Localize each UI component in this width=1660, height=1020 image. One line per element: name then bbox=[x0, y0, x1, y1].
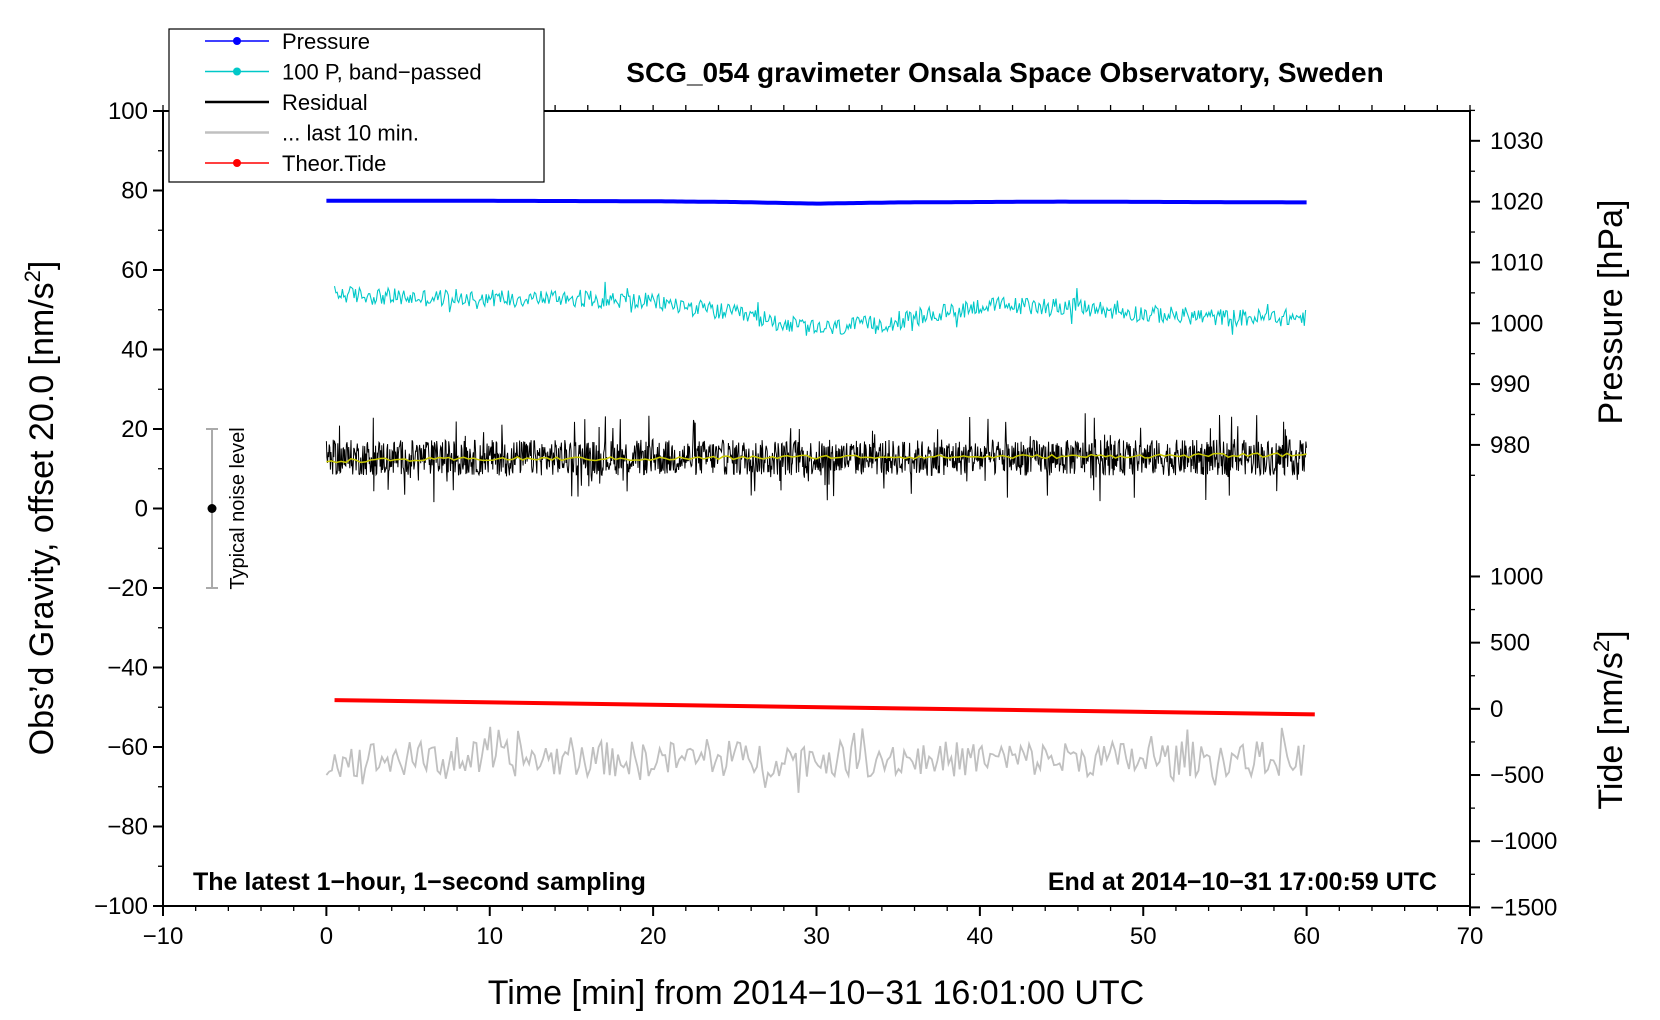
tide-tick-label: 500 bbox=[1490, 630, 1530, 657]
tide-axis-title-main: Tide [nm/s bbox=[1592, 652, 1630, 809]
x-tick-label: 40 bbox=[967, 923, 994, 950]
y-tick-label: 100 bbox=[108, 98, 148, 125]
noise-bar-label: Typical noise level bbox=[227, 427, 249, 589]
x-tick-label: 0 bbox=[320, 923, 333, 950]
x-tick-label: 30 bbox=[803, 923, 830, 950]
y-tick-label: 60 bbox=[121, 257, 148, 284]
tide-axis-title-sup: 2 bbox=[1589, 640, 1614, 652]
y-tick-label: −40 bbox=[107, 655, 148, 682]
tide-axis-title: Tide [nm/s2] bbox=[1589, 630, 1630, 809]
y-tick-label: −20 bbox=[107, 575, 148, 602]
noise-bar-center bbox=[207, 504, 217, 513]
pressure-tick-label: 1000 bbox=[1490, 310, 1543, 337]
y-tick-label: 20 bbox=[121, 416, 148, 443]
legend-label: ... last 10 min. bbox=[282, 121, 419, 146]
x-tick-label: 20 bbox=[640, 923, 667, 950]
pressure-tick-label: 1010 bbox=[1490, 249, 1543, 276]
tide-tick-label: −500 bbox=[1490, 762, 1544, 789]
y-axis-title: Obs’d Gravity, offset 20.0 [nm/s2] bbox=[20, 261, 61, 756]
y-axis-title-sup: 2 bbox=[20, 270, 45, 282]
y-tick-label: 80 bbox=[121, 178, 148, 205]
legend-label: Theor.Tide bbox=[282, 151, 386, 176]
bandpassed-pressure-series bbox=[333, 281, 1307, 336]
annotation-left: The latest 1−hour, 1−second sampling bbox=[193, 868, 646, 896]
legend: Pressure 100 P, band−passed Residual ... la… bbox=[168, 28, 545, 183]
x-axis: −10 0 10 20 30 40 50 60 70 bbox=[143, 105, 1484, 950]
legend-marker bbox=[233, 67, 241, 76]
tide-tick-label: 1000 bbox=[1490, 563, 1543, 590]
legend-marker bbox=[233, 159, 241, 167]
legend-label: Residual bbox=[282, 90, 368, 115]
pressure-tick-label: 990 bbox=[1490, 371, 1530, 398]
tide-axis: 1000 500 0 −500 −1000 −1500 bbox=[1470, 563, 1557, 921]
pressure-tick-label: 980 bbox=[1490, 432, 1530, 459]
x-tick-label: 70 bbox=[1457, 923, 1484, 950]
chart-title: SCG_054 gravimeter Onsala Space Observat… bbox=[626, 57, 1383, 88]
pressure-axis: 1030 1020 1010 1000 990 980 bbox=[1470, 109, 1543, 476]
x-tick-label: 50 bbox=[1130, 923, 1157, 950]
tide-series bbox=[334, 698, 1315, 717]
y-axis-title-tail: ] bbox=[23, 261, 61, 270]
residual-smoothed-series bbox=[326, 452, 1307, 464]
x-tick-label: −10 bbox=[143, 923, 184, 950]
legend-box bbox=[168, 28, 545, 183]
pressure-series bbox=[326, 198, 1307, 206]
y-tick-label: −100 bbox=[94, 893, 148, 920]
pressure-axis-title: Pressure [hPa] bbox=[1592, 200, 1630, 425]
annotation-right: End at 2014−10−31 17:00:59 UTC bbox=[1048, 868, 1437, 896]
tide-tick-label: −1000 bbox=[1490, 828, 1557, 855]
x-axis-title: Time [min] from 2014−10−31 16:01:00 UTC bbox=[488, 974, 1144, 1012]
y-tick-label: −80 bbox=[107, 814, 148, 841]
last-10min-series bbox=[325, 726, 1305, 793]
y-tick-label: 40 bbox=[121, 337, 148, 364]
tide-tick-label: 0 bbox=[1490, 696, 1503, 723]
noise-bar: Typical noise level bbox=[206, 427, 249, 590]
y-tick-label: 0 bbox=[135, 496, 148, 523]
x-tick-label: 60 bbox=[1293, 923, 1320, 950]
tide-tick-label: −1500 bbox=[1490, 894, 1557, 921]
x-tick-label: 10 bbox=[476, 923, 503, 950]
pressure-tick-label: 1020 bbox=[1490, 189, 1543, 216]
y-axis-title-main: Obs’d Gravity, offset 20.0 [nm/s bbox=[23, 282, 61, 755]
y-tick-label: −60 bbox=[107, 734, 148, 761]
legend-marker bbox=[233, 37, 241, 45]
pressure-tick-label: 1030 bbox=[1490, 128, 1543, 155]
data-lines bbox=[325, 198, 1315, 793]
legend-label: Pressure bbox=[282, 29, 370, 54]
y-axis: 100 80 60 40 20 0 −20 −40 −60 −80 −100 bbox=[94, 98, 163, 920]
legend-label: 100 P, band−passed bbox=[282, 60, 482, 85]
plot-area bbox=[163, 111, 1470, 906]
tide-axis-title-tail: ] bbox=[1592, 630, 1630, 639]
